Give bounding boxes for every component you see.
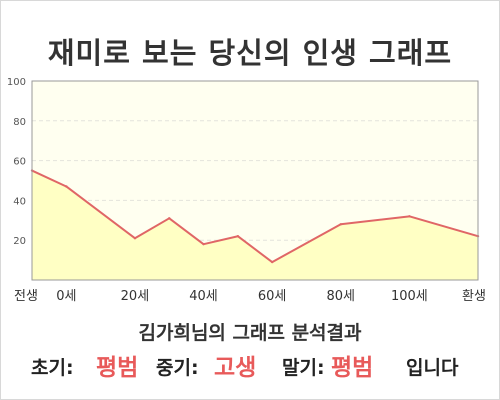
y-tick-label: 60 — [13, 157, 26, 168]
y-tick-label: 80 — [13, 117, 26, 128]
x-tick-label: 전생 — [14, 289, 38, 304]
x-tick-label: 환생 — [462, 289, 486, 304]
analysis-summary: 김가희님의 그래프 분석결과 — [138, 322, 362, 344]
data-point — [270, 260, 274, 264]
mid-value: 고생 — [214, 355, 257, 381]
page-title: 재미로 보는 당신의 인생 그래프 — [47, 36, 453, 70]
late-label: 말기: — [282, 357, 325, 379]
x-tick-label: 80세 — [327, 289, 356, 304]
data-point — [202, 242, 205, 246]
x-tick-label: 100세 — [391, 289, 428, 304]
area-fill — [32, 170, 478, 280]
data-point — [236, 235, 240, 238]
data-point — [133, 237, 137, 240]
y-tick-label: 20 — [13, 236, 26, 247]
plot-border — [31, 80, 479, 281]
data-point — [339, 223, 342, 226]
x-tick-label: 40세 — [189, 289, 218, 304]
life-line — [31, 169, 479, 264]
late-value: 평범 — [331, 355, 374, 381]
y-tick-label: 100 — [7, 77, 26, 88]
data-point — [408, 215, 411, 218]
x-tick-label: 20세 — [121, 289, 150, 304]
early-label: 초기: — [31, 357, 74, 379]
y-tick-label: 40 — [13, 196, 26, 207]
x-tick-label: 60세 — [258, 289, 287, 304]
data-point — [168, 217, 171, 220]
mid-label: 중기: — [156, 357, 199, 379]
data-point — [65, 185, 68, 188]
life-graph-chart: 20 40 60 80 100 전생 0세 20세 40세 60세 80세 100세 환생 — [7, 77, 486, 304]
verdict-line: 초기: 평범 중기: 고생 말기: 평범 입니다 — [0, 345, 500, 381]
ending-text: 입니다 — [406, 357, 459, 379]
early-value: 평범 — [96, 355, 139, 381]
x-tick-label: 0세 — [56, 289, 76, 304]
